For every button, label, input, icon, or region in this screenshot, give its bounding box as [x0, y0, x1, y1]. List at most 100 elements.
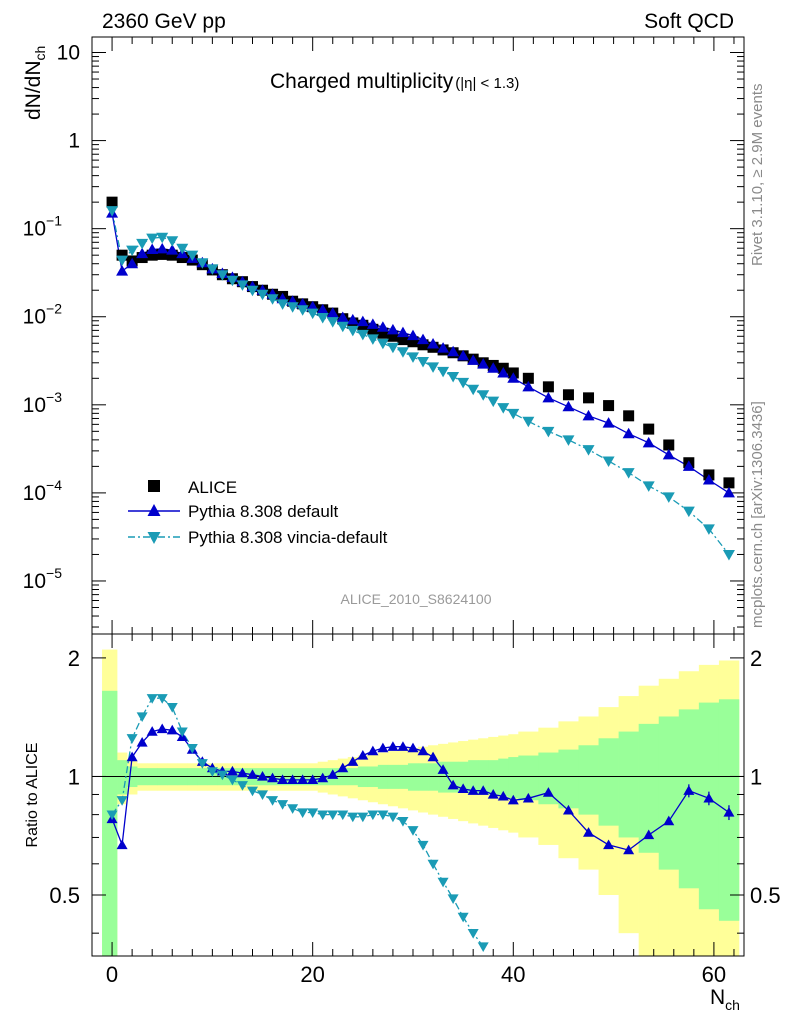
- pythia-vincia-point: [542, 426, 555, 438]
- alice-point: [377, 327, 389, 339]
- alice-point: [106, 196, 118, 208]
- pythia-vincia-point: [457, 377, 470, 389]
- ratio-pythia-default-point: [337, 762, 349, 773]
- stat-uncertainty-band: [428, 763, 439, 791]
- pythia-vincia-point: [206, 264, 219, 275]
- pythia-default-point: [146, 243, 159, 255]
- alice-point: [562, 389, 574, 401]
- stat-uncertainty-band: [498, 758, 509, 797]
- pythia-vincia-point: [336, 321, 349, 333]
- ratio-pythia-vincia-point: [377, 810, 389, 821]
- pythia-default-point: [386, 323, 399, 335]
- pythia-default-point: [366, 318, 379, 329]
- ratio-pythia-default-point: [226, 765, 238, 776]
- rivet-label: Rivet 3.1.10, ≥ 2.9M events: [749, 84, 766, 267]
- legend-label-alice: ALICE: [188, 478, 237, 497]
- ratio-pythia-vincia-point: [427, 859, 439, 870]
- ratio-pythia-vincia-point: [367, 810, 379, 821]
- stat-uncertainty-band: [117, 760, 128, 795]
- watermark: ALICE_2010_S8624100: [340, 591, 491, 607]
- ratio-pythia-vincia-point: [146, 694, 158, 704]
- ratio-pythia-vincia-point: [106, 810, 118, 821]
- stat-uncertainty-band: [518, 755, 539, 801]
- stat-uncertainty-band: [618, 731, 639, 838]
- ratio-y-tick-label-right: 2: [750, 646, 762, 671]
- ratio-frame-cover-right: [744, 634, 786, 958]
- stat-uncertainty-band: [558, 749, 579, 809]
- ratio-pythia-vincia-point: [226, 775, 238, 786]
- ratio-pythia-vincia-point: [236, 781, 248, 791]
- main-y-tick-labels: 10−5 10−4 10−3 10−2 10−1 1 10: [23, 42, 80, 593]
- pythia-default-point: [437, 342, 450, 353]
- ratio-series: [106, 694, 735, 952]
- pythia-vincia-point: [356, 329, 369, 341]
- alice-point: [116, 249, 128, 261]
- pythia-default-point: [136, 247, 149, 259]
- ratio-pythia-default-point: [236, 767, 248, 778]
- pythia-default-point: [417, 333, 430, 345]
- pythia-default-point: [346, 313, 359, 325]
- ratio-pythia-default-point: [703, 792, 715, 803]
- ratio-pythia-default-point: [447, 779, 459, 790]
- ratio-bands: [102, 649, 740, 956]
- alice-point: [623, 410, 635, 422]
- stat-uncertainty-band: [698, 702, 720, 910]
- ratio-pythia-vincia-point: [206, 767, 218, 777]
- pythia-vincia-point: [176, 243, 189, 255]
- ratio-tick-labels: 0.5 0.51 12 20 20 40 60: [49, 646, 780, 987]
- ratio-pythia-default-point: [397, 741, 409, 751]
- pythia-vincia-point: [226, 275, 239, 287]
- ratio-pythia-vincia-point: [257, 790, 269, 800]
- ratio-pythia-vincia-point: [186, 744, 198, 754]
- ratio-pythia-default-point: [327, 769, 339, 779]
- ratio-pythia-vincia-point: [317, 810, 329, 821]
- stat-uncertainty-band: [508, 757, 519, 799]
- pythia-default-point: [306, 300, 319, 312]
- ratio-pythia-vincia-point: [216, 770, 228, 781]
- pythia-vincia-point: [196, 258, 209, 269]
- x-tick-label: 40: [501, 962, 525, 987]
- stat-uncertainty-band: [438, 761, 449, 793]
- ratio-pythia-default-point: [663, 815, 675, 826]
- pythia-default-point: [702, 474, 715, 485]
- pythia-vincia-point: [722, 549, 735, 561]
- ratio-pythia-vincia-point: [156, 694, 168, 704]
- pythia-default-point: [602, 417, 615, 428]
- stat-uncertainty-band: [578, 745, 599, 815]
- pythia-default-point: [467, 354, 480, 365]
- ratio-pythia-vincia-point: [447, 894, 459, 904]
- pythia-vincia-point: [136, 238, 149, 250]
- legend-label-pythia-vincia: Pythia 8.308 vincia-default: [188, 528, 388, 547]
- header-right: Soft QCD: [644, 10, 734, 33]
- alice-point: [583, 392, 595, 404]
- pythia-default-point: [622, 427, 635, 439]
- main-panel: 10−5 10−4 10−3 10−2 10−1 1 10 Charged multipli…: [22, 36, 745, 635]
- chart-title: Charged multiplicity (|η| < 1.3): [270, 70, 519, 93]
- ratio-frame: [91, 633, 745, 957]
- legend-marker-pythia-vincia: [147, 532, 161, 544]
- stat-uncertainty-band: [488, 760, 499, 795]
- ratio-pythia-default-point: [723, 806, 735, 817]
- ratio-ticks: [92, 634, 744, 956]
- pythia-vincia-point: [477, 390, 490, 401]
- header-left: 2360 GeV pp: [102, 10, 226, 33]
- pythia-default-point: [682, 460, 695, 471]
- stat-uncertainty-band: [418, 763, 429, 791]
- ratio-pythia-default-point: [562, 804, 574, 815]
- ratio-pythia-vincia-point: [387, 812, 399, 823]
- pythia-vincia-point: [366, 334, 379, 345]
- ratio-series-line: [111, 728, 730, 851]
- alice-point: [417, 339, 429, 351]
- pythia-vincia-point: [286, 302, 299, 313]
- alice-point: [723, 477, 735, 489]
- pythia-vincia-point: [316, 313, 329, 324]
- ratio-pythia-default-point: [683, 785, 695, 795]
- pythia-vincia-point: [346, 325, 359, 337]
- alice-point: [643, 423, 655, 435]
- x-tick-label: 60: [702, 962, 726, 987]
- legend-item-pythia-vincia: Pythia 8.308 vincia-default: [128, 528, 388, 547]
- stat-uncertainty-band: [538, 752, 559, 805]
- ratio-frame-cover-bottom: [0, 956, 786, 1024]
- pythia-default-point: [156, 242, 169, 254]
